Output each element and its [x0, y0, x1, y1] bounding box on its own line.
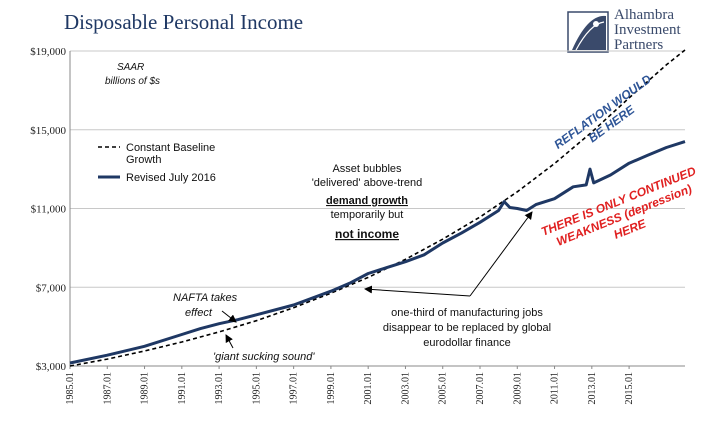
- y-tick-label: $15,000: [30, 125, 66, 137]
- x-tick-label: 1989.01: [140, 372, 151, 405]
- annotation-weakness: THERE IS ONLY CONTINUED WEAKNESS (depres…: [539, 164, 698, 249]
- x-tick-label: 1997.01: [289, 372, 300, 405]
- annotation-line: effect: [185, 307, 213, 319]
- x-tick-label: 2001.01: [363, 372, 374, 405]
- x-tick-label: 2013.01: [587, 372, 598, 405]
- x-tick-label: 1987.01: [102, 372, 113, 405]
- annotation-line: one-third of manufacturing jobs: [391, 307, 543, 319]
- annotation-arrow: [221, 310, 237, 323]
- logo-line: Investment: [614, 22, 681, 38]
- annotation-reflation: REFLATION WOULD BE HERE: [551, 72, 654, 152]
- y-tick-label: $19,000: [30, 46, 66, 58]
- annotation-line: demand growth: [326, 195, 408, 207]
- x-tick-label: 2009.01: [512, 372, 523, 405]
- x-tick-label: 1991.01: [177, 372, 188, 405]
- alhambra-logo-icon: [567, 11, 609, 53]
- annotation-line: NAFTA takes: [173, 292, 238, 304]
- y-tick-label: $3,000: [36, 361, 67, 373]
- annotation-line: REFLATION WOULD: [551, 72, 654, 152]
- annotation-arrow: [469, 211, 533, 297]
- legend: Constant Baseline Growth Revised July 20…: [98, 142, 216, 184]
- annotation-nafta: NAFTA takes effect: [173, 292, 238, 323]
- x-tick-label: 2011.01: [550, 372, 561, 404]
- annotation-line: disappear to be replaced by global: [383, 322, 551, 334]
- units-label: SAAR: [117, 62, 144, 73]
- x-tick-label: 1985.01: [65, 372, 76, 405]
- units-label: billions of $s: [105, 76, 160, 87]
- legend-label-revised: Revised July 2016: [126, 172, 216, 184]
- x-tick-label: 2007.01: [475, 372, 486, 405]
- annotation-arrow: [225, 334, 234, 349]
- legend-label-baseline: Constant Baseline: [126, 142, 215, 154]
- x-tick-label: 2015.01: [624, 372, 635, 405]
- annotation-jobs: one-third of manufacturing jobs disappea…: [364, 211, 551, 349]
- annotation-arrow: [364, 285, 471, 297]
- x-tick-label: 1999.01: [326, 372, 337, 405]
- y-tick-label: $7,000: [36, 282, 67, 294]
- logo-line: Alhambra: [614, 7, 674, 23]
- chart-title: Disposable Personal Income: [64, 10, 304, 34]
- x-tick-label: 2003.01: [400, 372, 411, 405]
- legend-label-baseline-cont: Growth: [126, 154, 161, 166]
- x-tick-label: 1993.01: [214, 372, 225, 405]
- annotation-line: temporarily but: [331, 209, 404, 221]
- annotation-line: not income: [335, 227, 399, 241]
- annotation-line: eurodollar finance: [423, 337, 510, 349]
- annotation-line: Asset bubbles: [332, 163, 402, 175]
- x-tick-label: 1995.01: [251, 372, 262, 405]
- logo-line: Partners: [614, 37, 664, 53]
- annotation-bubbles: Asset bubbles 'delivered' above-trend de…: [312, 163, 423, 241]
- x-tick-label: 2005.01: [438, 372, 449, 405]
- y-tick-label: $11,000: [31, 204, 67, 216]
- company-logo: Alhambra Investment Partners: [566, 8, 702, 58]
- annotation-line: 'delivered' above-trend: [312, 177, 423, 189]
- annotation-line: 'giant sucking sound': [213, 351, 315, 363]
- annotation-giant: 'giant sucking sound': [213, 334, 315, 363]
